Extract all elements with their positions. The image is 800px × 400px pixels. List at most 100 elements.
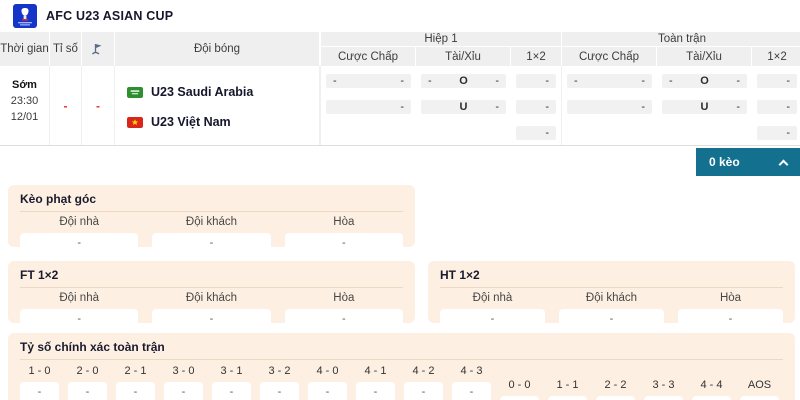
h1-handicap-odds-cell[interactable]: - - bbox=[326, 74, 411, 88]
score-label: 3 - 0 bbox=[172, 365, 195, 377]
ht1x2-home-odds-cell[interactable]: - bbox=[440, 309, 545, 323]
ft1x2-away-odds-cell[interactable]: - bbox=[152, 309, 271, 323]
correct-score-option[interactable]: 4 - 3 - bbox=[452, 364, 491, 400]
score-odds-cell[interactable]: - bbox=[164, 382, 203, 400]
corner-draw-odds-cell[interactable]: - bbox=[284, 233, 403, 247]
home-column-label: Đội nhà bbox=[59, 216, 99, 228]
ht1x2-home-column: Đội nhà - bbox=[440, 291, 545, 323]
score-label: 4 - 1 bbox=[364, 365, 387, 377]
correct-score-option[interactable]: 4 - 2 - bbox=[404, 364, 443, 400]
h1-1x2-away-cell[interactable]: - bbox=[516, 100, 556, 114]
correct-score-option[interactable]: AOS - bbox=[740, 378, 779, 400]
correct-score-option[interactable]: 1 - 0 - bbox=[20, 364, 59, 400]
h1-over-odds-cell[interactable]: - O - bbox=[421, 74, 506, 88]
ft-handicap-odds-cell[interactable]: - bbox=[567, 100, 652, 114]
under-odds: - bbox=[736, 101, 740, 113]
ft-1x2-draw-cell[interactable]: - bbox=[757, 126, 797, 140]
chevron-up-icon bbox=[778, 159, 789, 169]
extra-markets: Kèo phạt góc Đội nhà - Đội khách - Hòa - bbox=[0, 176, 800, 400]
score-odds-cell[interactable]: - bbox=[548, 396, 587, 400]
score-odds-cell[interactable]: - bbox=[596, 396, 635, 400]
correct-score-option[interactable]: 2 - 0 - bbox=[68, 364, 107, 400]
subheader-ft-1x2: 1×2 bbox=[767, 50, 787, 63]
handicap-odds: - bbox=[400, 101, 404, 113]
score-label: 2 - 0 bbox=[76, 365, 99, 377]
ft1x2-home-odds-cell[interactable]: - bbox=[20, 309, 139, 323]
away-team-name: U23 Việt Nam bbox=[151, 115, 231, 129]
over-label: O bbox=[700, 75, 709, 87]
ft-1x2-section: FT 1×2 Đội nhà - Đội khách - Hòa - bbox=[8, 261, 415, 323]
correct-score-option[interactable]: 4 - 1 - bbox=[356, 364, 395, 400]
score-odds-cell[interactable]: - bbox=[404, 382, 443, 400]
match-score: - bbox=[50, 66, 82, 145]
afc-u23-cup-logo-icon bbox=[13, 4, 37, 28]
h1-handicap-odds-cell[interactable]: - bbox=[326, 100, 411, 114]
score-odds-cell[interactable]: - bbox=[260, 382, 299, 400]
score-label: 3 - 1 bbox=[220, 365, 243, 377]
home-team-name: U23 Saudi Arabia bbox=[151, 85, 254, 99]
correct-score-option[interactable]: 3 - 0 - bbox=[164, 364, 203, 400]
score-odds-cell[interactable]: - bbox=[692, 396, 731, 400]
score-odds-cell[interactable]: - bbox=[68, 382, 107, 400]
score-odds-cell[interactable]: - bbox=[356, 382, 395, 400]
h1-1x2-draw-cell[interactable]: - bbox=[516, 126, 556, 140]
header-teams: Đội bóng bbox=[115, 32, 320, 66]
corner-away-odds-cell[interactable]: - bbox=[152, 233, 271, 247]
score-odds-cell[interactable]: - bbox=[308, 382, 347, 400]
keo-count-label: 0 kèo bbox=[709, 155, 740, 169]
correct-score-option[interactable]: 3 - 2 - bbox=[260, 364, 299, 400]
draw-column-label: Hòa bbox=[333, 216, 355, 228]
group-label-h1: Hiệp 1 bbox=[321, 32, 561, 47]
ft-1x2-away-cell[interactable]: - bbox=[757, 100, 797, 114]
away-column-label: Đội khách bbox=[185, 292, 238, 304]
correct-score-option[interactable]: 0 - 0 - bbox=[500, 378, 539, 400]
saudi-arabia-flag-icon bbox=[127, 86, 143, 98]
score-odds-cell[interactable]: - bbox=[212, 382, 251, 400]
ht1x2-draw-odds-cell[interactable]: - bbox=[678, 309, 783, 323]
over-label: O bbox=[459, 75, 468, 87]
ft1x2-draw-odds-cell[interactable]: - bbox=[284, 309, 403, 323]
score-label: 2 - 1 bbox=[124, 365, 147, 377]
correct-score-option[interactable]: 4 - 4 - bbox=[692, 378, 731, 400]
match-time: 23:30 bbox=[10, 95, 39, 107]
keo-count-button[interactable]: 0 kèo bbox=[696, 148, 800, 176]
correct-score-option[interactable]: 3 - 3 - bbox=[644, 378, 683, 400]
group-label-ft: Toàn trận bbox=[562, 32, 800, 47]
score-odds-cell[interactable]: - bbox=[500, 396, 539, 400]
ht-1x2-title: HT 1×2 bbox=[440, 268, 783, 288]
ht1x2-away-odds-cell[interactable]: - bbox=[559, 309, 664, 323]
vietnam-flag-icon bbox=[127, 116, 143, 128]
away-team[interactable]: U23 Việt Nam bbox=[127, 112, 319, 132]
league-title: AFC U23 ASIAN CUP bbox=[46, 9, 174, 23]
correct-score-option[interactable]: 2 - 2 - bbox=[596, 378, 635, 400]
score-odds-cell[interactable]: - bbox=[452, 382, 491, 400]
correct-score-option[interactable]: 1 - 1 - bbox=[548, 378, 587, 400]
home-team[interactable]: U23 Saudi Arabia bbox=[127, 82, 319, 102]
under-odds: - bbox=[495, 101, 499, 113]
home-column-label: Đội nhà bbox=[59, 292, 99, 304]
h1-1x2-column: - - - bbox=[511, 66, 561, 145]
score-label: 3 - 2 bbox=[268, 365, 291, 377]
correct-score-title: Tỷ số chính xác toàn trận bbox=[20, 340, 783, 360]
header-score: Tỉ số bbox=[50, 32, 82, 66]
ft-1x2-home-cell[interactable]: - bbox=[757, 74, 797, 88]
corner-kick-icon bbox=[82, 32, 115, 66]
score-odds-cell[interactable]: - bbox=[740, 396, 779, 400]
score-odds-cell[interactable]: - bbox=[20, 382, 59, 400]
h1-under-odds-cell[interactable]: U - bbox=[421, 100, 506, 114]
ft-over-odds-cell[interactable]: - O - bbox=[662, 74, 747, 88]
ft-under-odds-cell[interactable]: U - bbox=[662, 100, 747, 114]
correct-score-option[interactable]: 3 - 1 - bbox=[212, 364, 251, 400]
score-odds-cell[interactable]: - bbox=[116, 382, 155, 400]
score-odds-cell[interactable]: - bbox=[644, 396, 683, 400]
match-corners: - bbox=[82, 66, 115, 145]
corner-home-column: Đội nhà - bbox=[20, 215, 139, 247]
correct-score-option[interactable]: 4 - 0 - bbox=[308, 364, 347, 400]
corner-away-column: Đội khách - bbox=[152, 215, 271, 247]
h1-handicap-column: - - - bbox=[321, 66, 416, 145]
ft-handicap-odds-cell[interactable]: - - bbox=[567, 74, 652, 88]
corner-home-odds-cell[interactable]: - bbox=[20, 233, 139, 247]
h1-1x2-home-cell[interactable]: - bbox=[516, 74, 556, 88]
match-period: Sớm bbox=[12, 79, 37, 91]
correct-score-option[interactable]: 2 - 1 - bbox=[116, 364, 155, 400]
